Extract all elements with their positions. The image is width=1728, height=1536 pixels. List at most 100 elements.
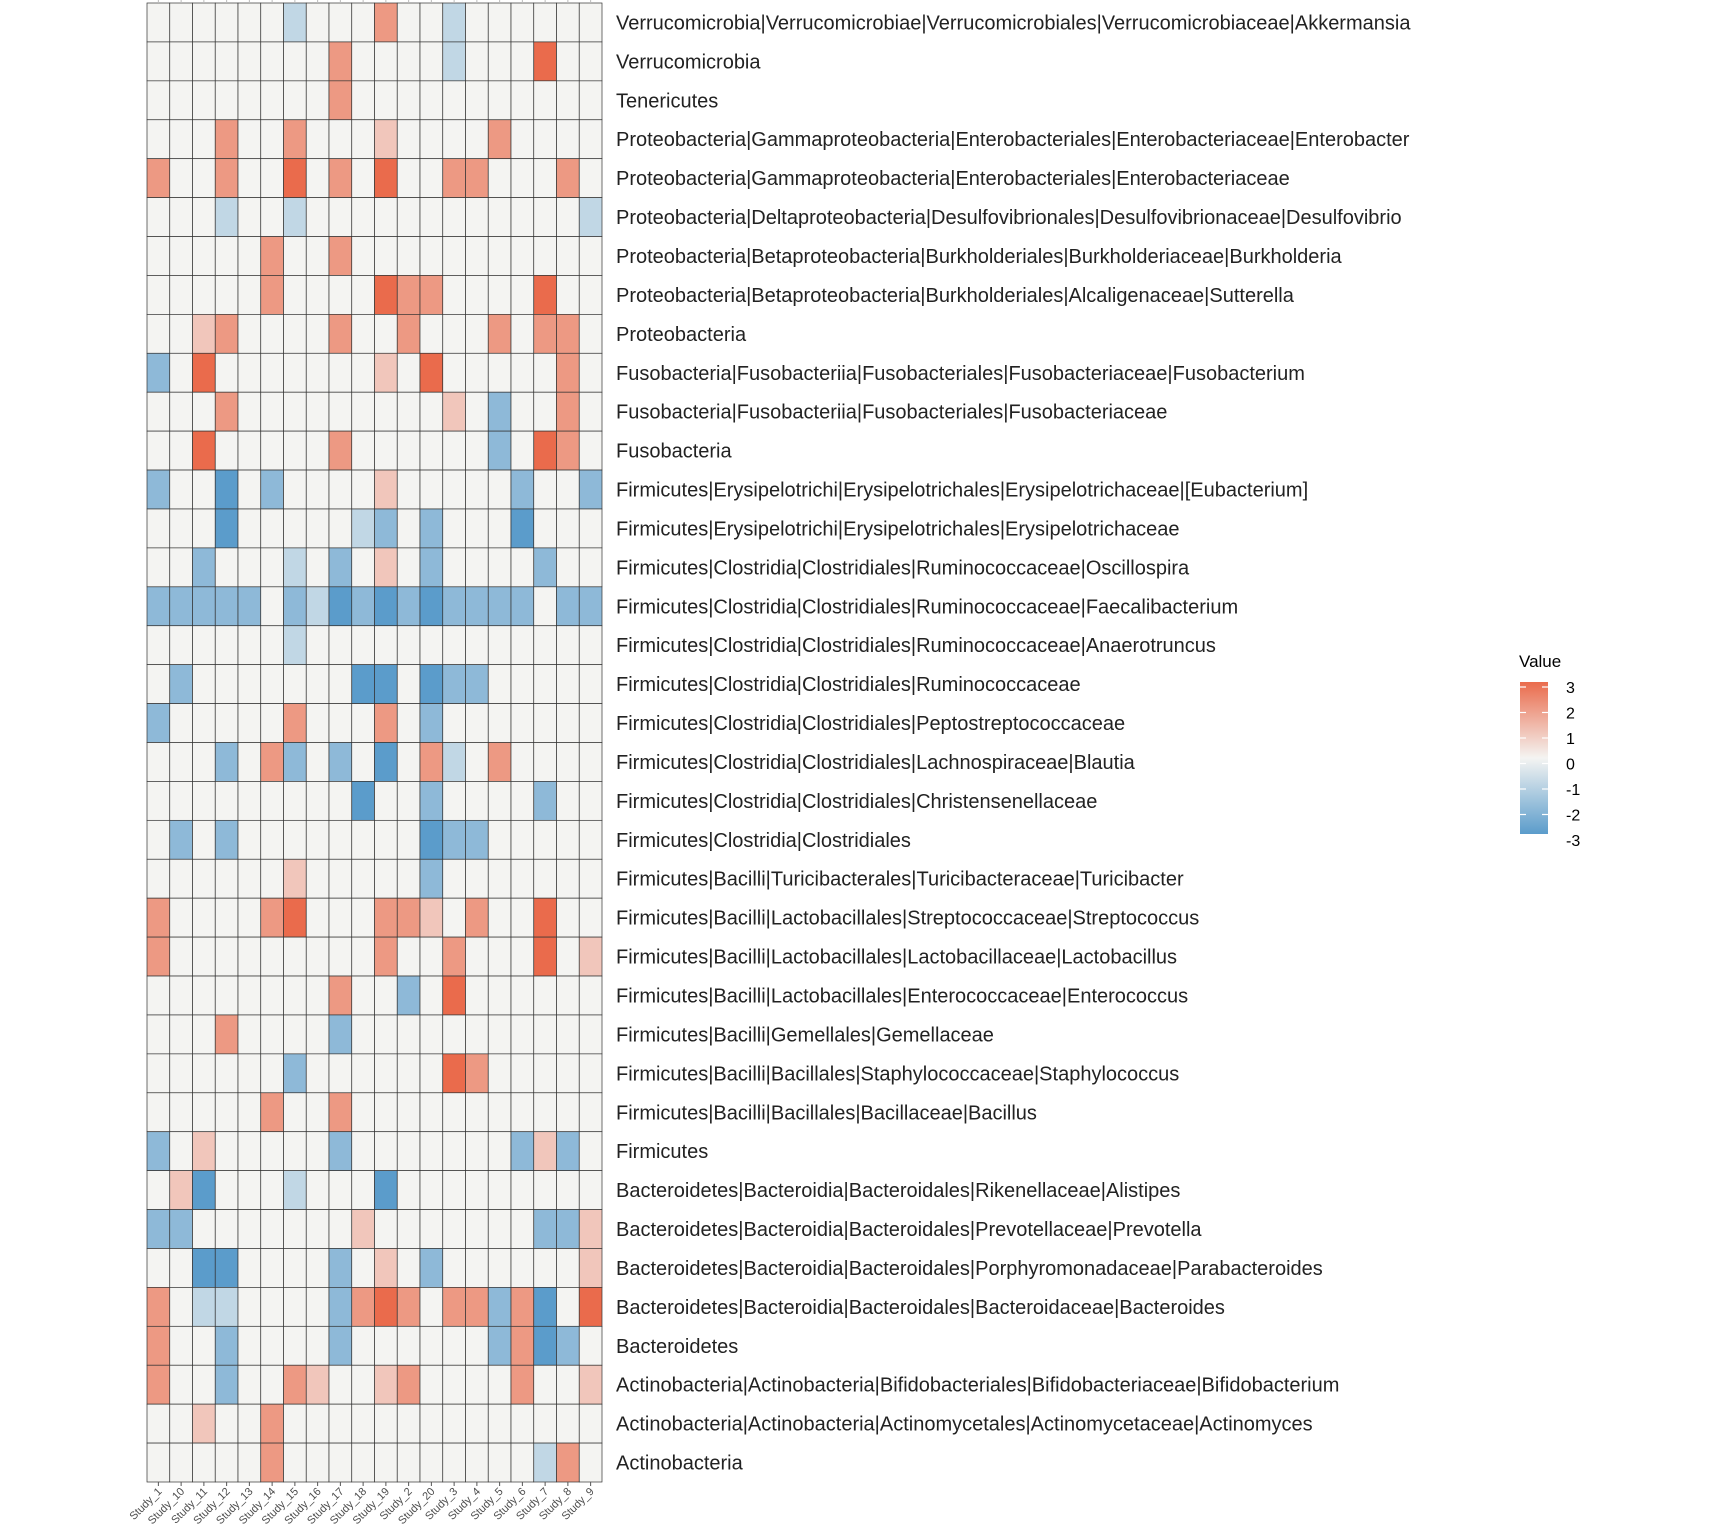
heatmap-cell xyxy=(533,858,557,899)
heatmap-cell xyxy=(283,391,307,432)
heatmap-cell xyxy=(351,197,375,237)
heatmap-cell xyxy=(192,742,216,782)
heatmap-cell xyxy=(146,1325,171,1366)
heatmap-cell xyxy=(510,80,535,121)
heatmap-cell xyxy=(283,1287,307,1327)
heatmap-cell xyxy=(169,275,193,315)
heatmap-cell xyxy=(465,236,489,276)
heatmap-cell xyxy=(214,391,239,432)
heatmap-cell xyxy=(351,1209,375,1249)
heatmap-cell xyxy=(283,158,307,198)
heatmap-cell xyxy=(351,1170,375,1210)
heatmap-cell xyxy=(465,586,489,627)
heatmap-cell xyxy=(237,975,262,1016)
heatmap-cell xyxy=(396,664,421,704)
heatmap-cell xyxy=(419,625,444,666)
heatmap-cell xyxy=(260,1325,284,1366)
y-tick-label: Bacteroidetes|Bacteroidia|Bacteroidales|… xyxy=(616,1219,1202,1241)
heatmap-cell xyxy=(328,1403,353,1444)
heatmap-cell xyxy=(510,819,535,860)
heatmap-cell xyxy=(419,703,444,743)
heatmap-cell xyxy=(169,2,193,43)
y-tick-label: Proteobacteria|Gammaproteobacteria|Enter… xyxy=(616,129,1410,151)
heatmap-cell xyxy=(396,781,421,821)
heatmap-cell xyxy=(351,781,375,821)
heatmap-cell xyxy=(442,936,466,977)
heatmap-cell xyxy=(487,1209,512,1249)
heatmap-cell xyxy=(510,1092,535,1133)
heatmap-cell xyxy=(487,469,512,510)
heatmap-cell xyxy=(305,391,330,432)
heatmap-cell xyxy=(214,975,239,1016)
heatmap-cell xyxy=(146,1092,171,1133)
heatmap-cell xyxy=(556,1442,580,1483)
heatmap-cell xyxy=(192,508,216,549)
heatmap-cell xyxy=(305,858,330,899)
heatmap-cell xyxy=(419,119,444,160)
heatmap-cell xyxy=(305,1053,330,1094)
heatmap-cell xyxy=(260,1170,284,1210)
heatmap-cell xyxy=(146,703,171,743)
heatmap-cell xyxy=(283,352,307,393)
heatmap-cell xyxy=(351,819,375,860)
heatmap-cell xyxy=(169,197,193,237)
heatmap-cell xyxy=(351,625,375,666)
heatmap-cell xyxy=(305,586,330,627)
y-tick-label: Firmicutes|Bacilli|Lactobacillales|Strep… xyxy=(616,908,1199,930)
heatmap-cell xyxy=(169,586,193,627)
heatmap-cell xyxy=(351,119,375,160)
heatmap-cell xyxy=(556,119,580,160)
heatmap-cell xyxy=(465,508,489,549)
heatmap-cell xyxy=(305,742,330,782)
heatmap-cell xyxy=(214,742,239,782)
heatmap-cell xyxy=(556,936,580,977)
heatmap-cell xyxy=(442,1209,466,1249)
heatmap-cell xyxy=(396,352,421,393)
heatmap-cell xyxy=(305,41,330,82)
y-tick-label: Firmicutes|Bacilli|Bacillales|Staphyloco… xyxy=(616,1063,1179,1085)
heatmap-cell xyxy=(283,547,307,588)
heatmap-cell xyxy=(442,586,466,627)
heatmap-cell xyxy=(192,1053,216,1094)
heatmap-cell xyxy=(283,1014,307,1055)
heatmap-cell xyxy=(465,197,489,237)
heatmap-cell xyxy=(146,469,171,510)
heatmap-cell xyxy=(533,391,557,432)
heatmap-cell xyxy=(465,430,489,471)
heatmap-cell xyxy=(305,1209,330,1249)
heatmap-cell xyxy=(351,897,375,938)
heatmap-cell xyxy=(169,314,193,354)
heatmap-cell xyxy=(442,119,466,160)
heatmap-cell xyxy=(442,508,466,549)
heatmap-cell xyxy=(260,1092,284,1133)
heatmap-cell xyxy=(260,1131,284,1171)
heatmap-cell xyxy=(192,469,216,510)
heatmap-cell xyxy=(260,1209,284,1249)
heatmap-cell xyxy=(465,80,489,121)
heatmap-cell xyxy=(260,469,284,510)
heatmap-cell xyxy=(305,80,330,121)
heatmap-cell xyxy=(419,1092,444,1133)
heatmap-cell xyxy=(465,158,489,198)
heatmap-cell xyxy=(374,41,398,82)
heatmap-cell xyxy=(305,1170,330,1210)
heatmap-cell xyxy=(533,547,557,588)
y-tick-label: Firmicutes|Clostridia|Clostridiales xyxy=(616,830,911,852)
heatmap-cell xyxy=(442,2,466,43)
heatmap-cell xyxy=(533,158,557,198)
heatmap-cell xyxy=(396,158,421,198)
heatmap-cell xyxy=(192,858,216,899)
heatmap-cell xyxy=(510,586,535,627)
heatmap-cell xyxy=(214,936,239,977)
heatmap-cell xyxy=(283,275,307,315)
heatmap-cell xyxy=(283,1131,307,1171)
heatmap-cell xyxy=(578,664,603,704)
heatmap-cell xyxy=(419,2,444,43)
heatmap-cell xyxy=(465,314,489,354)
heatmap-cell xyxy=(214,1092,239,1133)
heatmap-cell xyxy=(283,469,307,510)
heatmap-cell xyxy=(533,1442,557,1483)
heatmap-cell xyxy=(237,391,262,432)
heatmap-cell xyxy=(419,197,444,237)
